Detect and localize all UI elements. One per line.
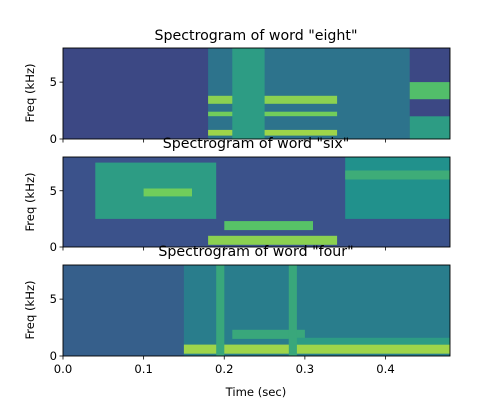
spectrogram-heatmap bbox=[63, 157, 450, 247]
spectrogram-region bbox=[409, 82, 450, 100]
spectrogram-region bbox=[345, 157, 450, 219]
spectrogram-region bbox=[208, 95, 338, 104]
y-axis: 05 bbox=[50, 184, 63, 254]
y-axis-label: Freq (kHz) bbox=[23, 172, 37, 231]
x-axis-label: Time (sec) bbox=[225, 385, 287, 399]
plot-frame bbox=[62, 156, 451, 248]
spectrogram-region bbox=[183, 344, 450, 354]
y-axis-label: Freq (kHz) bbox=[23, 63, 37, 122]
panel-title: Spectrogram of word "eight" bbox=[154, 28, 357, 44]
spectrogram-panel-eight: Spectrogram of word "eight" 05 Freq (kHz… bbox=[23, 28, 451, 146]
panel-title: Spectrogram of word "four" bbox=[158, 244, 353, 260]
y-tick-label: 5 bbox=[50, 292, 57, 306]
spectrogram-panel-six: Spectrogram of word "six" 05 Freq (kHz) bbox=[23, 136, 451, 254]
spectrogram-heatmap bbox=[63, 265, 451, 356]
spectrogram-heatmap bbox=[63, 48, 450, 140]
spectrogram-region bbox=[232, 329, 305, 339]
spectrogram-region bbox=[143, 188, 192, 197]
x-axis bbox=[62, 139, 386, 143]
x-tick-label: 0.2 bbox=[215, 362, 233, 376]
y-axis: 05 bbox=[50, 75, 63, 146]
spectrogram-region bbox=[232, 48, 265, 139]
spectrogram-region bbox=[208, 235, 338, 245]
spectrogram-region bbox=[208, 129, 338, 136]
y-axis: 05 bbox=[50, 292, 63, 363]
plot-frame bbox=[62, 47, 451, 140]
y-tick-label: 0 bbox=[50, 132, 57, 146]
spectrogram-region bbox=[288, 265, 297, 356]
spectrogram-region bbox=[409, 116, 450, 140]
x-tick-label: 0.3 bbox=[296, 362, 314, 376]
spectrogram-region bbox=[288, 337, 451, 345]
x-axis bbox=[62, 247, 386, 251]
y-tick-label: 0 bbox=[50, 349, 57, 363]
spectrogram-region bbox=[216, 265, 225, 356]
x-tick-label: 0.0 bbox=[54, 362, 72, 376]
spectrogram-region bbox=[224, 221, 313, 231]
spectrogram-panel-four: Spectrogram of word "four" 05 0.0 0.1 0.2 0… bbox=[23, 244, 451, 399]
spectrogram-region bbox=[345, 170, 450, 180]
x-tick-label: 0.1 bbox=[134, 362, 152, 376]
panel-title: Spectrogram of word "six" bbox=[163, 136, 350, 152]
plot-frame bbox=[62, 264, 451, 357]
y-tick-label: 0 bbox=[50, 240, 57, 254]
y-axis-label: Freq (kHz) bbox=[23, 280, 37, 339]
spectrogram-region bbox=[208, 111, 338, 117]
x-axis: 0.0 0.1 0.2 0.3 0.4 bbox=[54, 356, 395, 376]
y-tick-label: 5 bbox=[50, 75, 57, 89]
x-tick-label: 0.4 bbox=[376, 362, 394, 376]
y-tick-label: 5 bbox=[50, 184, 57, 198]
